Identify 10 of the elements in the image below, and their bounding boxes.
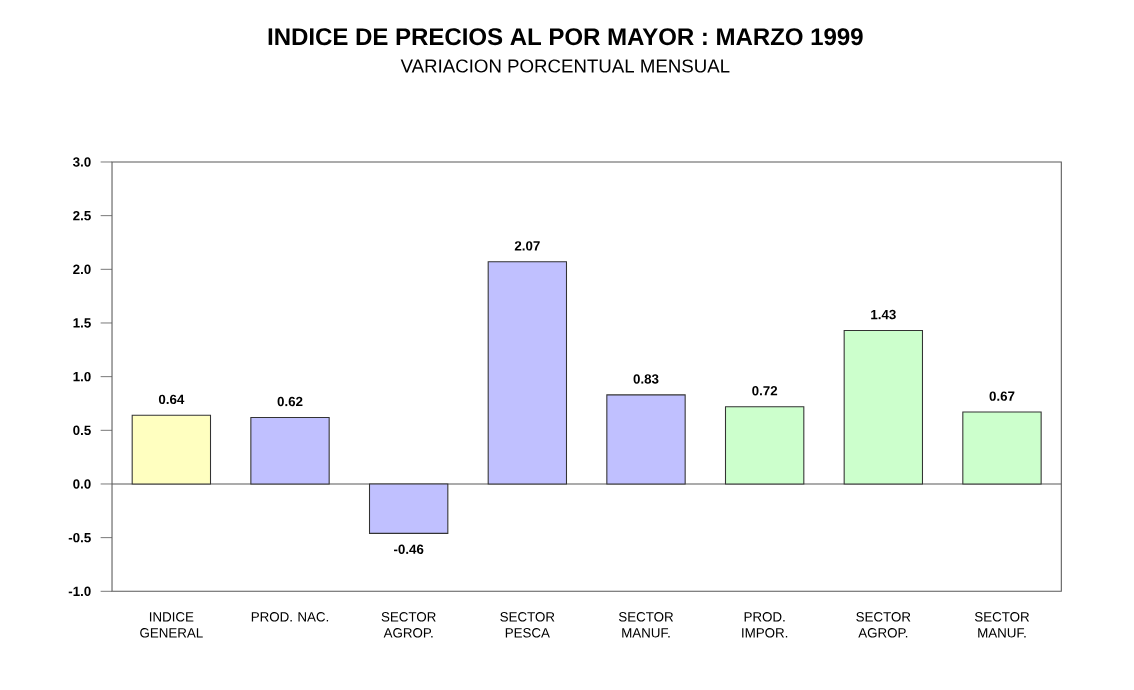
bar [843, 329, 924, 485]
bar [368, 483, 449, 534]
bar [250, 416, 330, 485]
bar [606, 394, 686, 485]
bar [131, 414, 212, 485]
bar [724, 406, 805, 485]
chart-subtitle: VARIACION PORCENTUAL MENSUAL [400, 59, 730, 73]
bar [962, 411, 1042, 485]
bar [487, 261, 568, 485]
chart-title: INDICE DE PRECIOS AL POR MAYOR : MARZO 1999 [268, 28, 863, 46]
